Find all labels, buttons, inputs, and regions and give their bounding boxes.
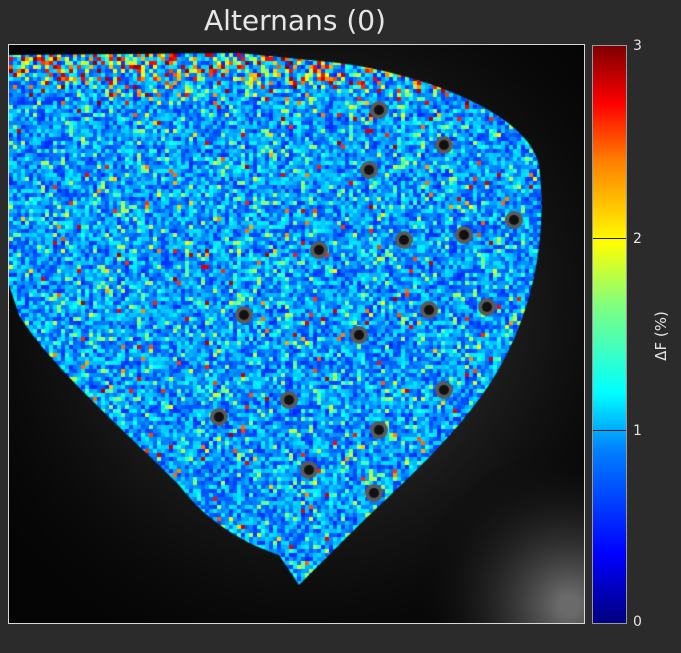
chart-title: Alternans (0) bbox=[204, 4, 386, 37]
colorbar-tick-label: 1 bbox=[633, 423, 642, 439]
colorbar-tick-label: 0 bbox=[633, 614, 642, 630]
colorbar-tick-mark-2 bbox=[593, 238, 626, 240]
heatmap-image bbox=[9, 45, 584, 623]
colorbar bbox=[592, 45, 627, 624]
heatmap-plot-area bbox=[8, 44, 585, 624]
colorbar-tick-label: 3 bbox=[633, 38, 642, 54]
colorbar-axis-label: ΔF (%) bbox=[652, 311, 670, 361]
colorbar-tick-label: 2 bbox=[633, 231, 642, 247]
colorbar-tick-mark-1 bbox=[593, 430, 626, 432]
